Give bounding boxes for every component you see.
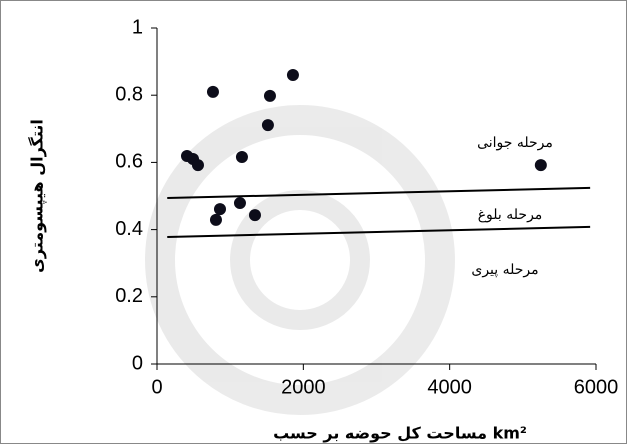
y-tick-label: 0.2 xyxy=(115,285,143,307)
y-tick-label: 1 xyxy=(132,16,143,38)
x-tick-label: 4000 xyxy=(427,376,472,398)
y-tick-label: 0.6 xyxy=(115,151,143,173)
point xyxy=(235,151,248,164)
x-tick-label: 0 xyxy=(151,376,162,398)
point xyxy=(233,197,246,210)
point xyxy=(209,213,222,226)
watermark xyxy=(145,105,455,415)
x-tick-label: 2000 xyxy=(281,376,326,398)
x-tick-label: 6000 xyxy=(574,376,619,398)
point xyxy=(534,159,547,172)
point xyxy=(261,119,274,132)
point xyxy=(191,159,204,172)
point xyxy=(248,209,261,222)
point xyxy=(206,85,219,98)
x-axis-label: مساحت کل حوضه بر حسب km² xyxy=(273,424,527,443)
annotation: مرحله پیری xyxy=(471,262,538,278)
point xyxy=(213,203,226,216)
y-tick-label: 0.8 xyxy=(115,83,143,105)
point xyxy=(263,89,276,102)
y-tick-label: 0.4 xyxy=(115,218,143,240)
boundary-line xyxy=(167,225,591,238)
y-tick-label: 0 xyxy=(132,352,143,374)
point xyxy=(286,69,299,82)
y-axis-label: انتگرال هیپسومتری xyxy=(28,119,48,273)
annotation: مرحله بلوغ xyxy=(478,207,543,223)
annotation: مرحله جوانی xyxy=(477,135,553,151)
boundary-line xyxy=(167,186,591,200)
